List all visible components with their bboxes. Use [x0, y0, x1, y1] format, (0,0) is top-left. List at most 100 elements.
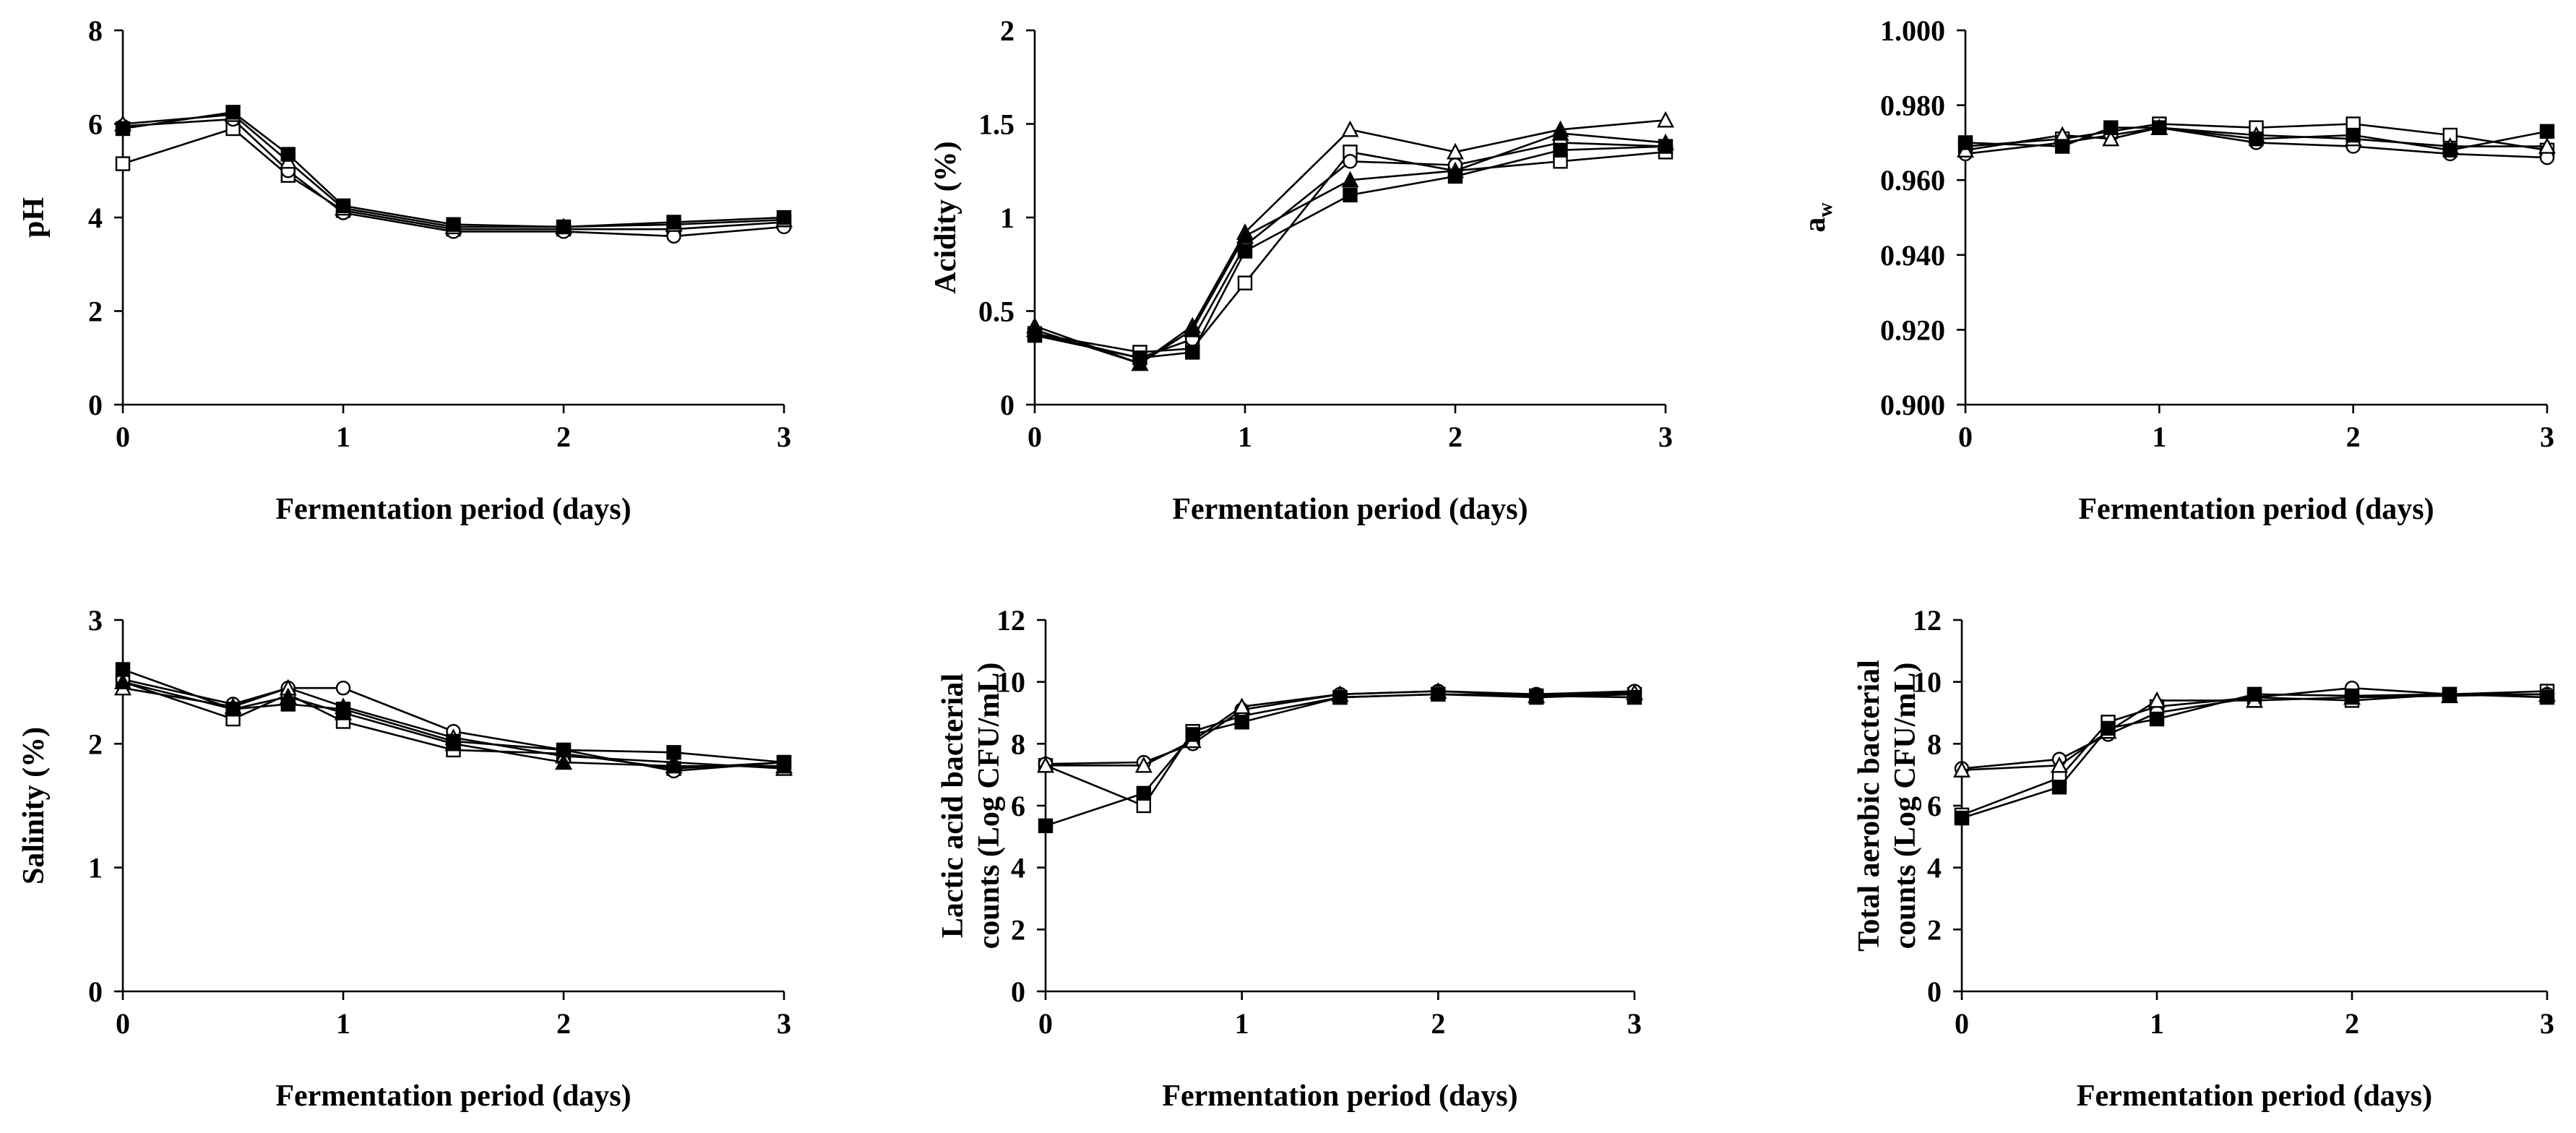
- y-tick-label: 8: [1011, 728, 1025, 760]
- data-point: [2539, 689, 2555, 705]
- data-point: [2538, 137, 2556, 154]
- series-filled-square: [1027, 139, 1673, 366]
- data-point: [1954, 810, 1970, 826]
- data-point: [2344, 688, 2360, 704]
- data-point: [2148, 691, 2166, 708]
- data-point: [1957, 135, 1973, 150]
- series-line: [1961, 693, 2548, 819]
- data-point: [1185, 727, 1200, 742]
- series-filled-square: [115, 662, 792, 770]
- y-tick-label: 12: [996, 604, 1025, 637]
- data-point: [1657, 111, 1674, 128]
- series-line: [122, 118, 785, 238]
- series-line: [1965, 126, 2547, 152]
- data-point: [1447, 168, 1463, 184]
- data-point: [1658, 139, 1673, 154]
- y-tick-label: 4: [1011, 852, 1025, 884]
- y-tick-label: 3: [88, 604, 103, 637]
- data-point: [1553, 142, 1568, 158]
- series-line: [122, 127, 785, 231]
- data-point: [1447, 142, 1464, 160]
- x-tick-label: 2: [1448, 421, 1463, 453]
- chart-panel-4: 0 1 2 3 0 1 2 3 Fermentation period (days) Salini…: [17, 604, 793, 1113]
- data-point: [556, 219, 572, 235]
- y-axis-title-line2: counts (Log CFU/mL): [1889, 663, 1922, 949]
- data-point: [555, 753, 572, 770]
- data-point: [2051, 756, 2068, 773]
- data-point: [1237, 275, 1253, 290]
- series-line: [122, 111, 785, 228]
- y-tick-label: 1: [1000, 202, 1015, 234]
- data-point: [115, 662, 131, 677]
- y-tick-label: 0: [1011, 975, 1025, 1008]
- y-tick-label: 6: [1927, 790, 1942, 822]
- x-tick-label: 2: [2346, 421, 2361, 453]
- y-tick-label: 2: [88, 728, 103, 760]
- series-line: [1961, 686, 2547, 770]
- data-point: [1184, 320, 1202, 337]
- x-axis-title: Fermentation period (days): [275, 493, 631, 526]
- series-line: [1961, 690, 2548, 817]
- data-point: [666, 745, 681, 760]
- x-axis-title: Fermentation period (days): [1172, 493, 1528, 526]
- data-point: [1343, 187, 1358, 203]
- x-tick-label: 1: [2152, 421, 2166, 453]
- data-point: [335, 681, 351, 696]
- x-axis-title: Fermentation period (days): [1162, 1080, 1517, 1113]
- data-point: [1528, 688, 1544, 704]
- x-tick-label: 3: [2540, 1007, 2554, 1040]
- data-point: [1185, 345, 1200, 360]
- x-tick-label: 0: [1955, 1007, 1969, 1040]
- series-filled-triangle: [114, 673, 793, 774]
- y-tick-label: 1.5: [978, 108, 1015, 141]
- y-tick-label: 4: [1927, 852, 1942, 884]
- data-point: [225, 702, 241, 717]
- series-line: [1045, 693, 1635, 827]
- x-axis-title: Fermentation period (days): [2078, 493, 2434, 526]
- y-tick-label: 0.900: [1880, 389, 1945, 421]
- data-point: [1341, 171, 1359, 188]
- y-tick-label: 0.5: [978, 296, 1015, 328]
- data-point: [335, 198, 351, 214]
- y-axis-title: Acidity (%): [929, 141, 962, 293]
- y-tick-label: 2: [88, 296, 103, 328]
- x-tick-label: 1: [1235, 1007, 1249, 1040]
- data-point: [1237, 244, 1253, 259]
- data-point: [1627, 689, 1642, 705]
- y-axis-title-line2: counts (Log CFU/mL): [973, 663, 1006, 949]
- y-tick-label: 0: [1000, 389, 1015, 421]
- y-tick-label: 0.980: [1880, 90, 1945, 122]
- y-tick-label: 8: [1927, 728, 1942, 760]
- series-line: [122, 668, 785, 764]
- data-point: [446, 217, 461, 232]
- data-point: [2102, 129, 2120, 147]
- y-tick-label: 12: [1913, 604, 1942, 637]
- y-tick-label: 0: [1927, 975, 1942, 1008]
- data-point: [1132, 350, 1147, 366]
- x-tick-label: 2: [556, 421, 571, 453]
- data-point: [776, 754, 792, 770]
- x-tick-label: 0: [1028, 421, 1042, 453]
- x-tick-label: 3: [2540, 421, 2554, 453]
- y-tick-label: 0.920: [1880, 314, 1945, 346]
- y-axis-title: pH: [17, 197, 51, 238]
- series-line: [1045, 693, 1635, 807]
- series-filled-square: [1954, 686, 2555, 826]
- series-open-square: [1038, 686, 1642, 814]
- data-point: [2149, 711, 2165, 727]
- y-tick-label: 0.960: [1880, 164, 1945, 197]
- x-tick-label: 0: [1958, 421, 1973, 453]
- series-filled-square: [1038, 686, 1642, 834]
- series-line: [1965, 123, 2548, 152]
- x-tick-label: 2: [556, 1007, 571, 1040]
- x-tick-label: 1: [336, 421, 350, 453]
- data-point: [1037, 756, 1054, 773]
- data-point: [2345, 127, 2361, 143]
- series-filled-square: [1957, 120, 2555, 158]
- data-point: [2101, 720, 2116, 736]
- data-point: [556, 742, 572, 758]
- series-line: [122, 678, 785, 772]
